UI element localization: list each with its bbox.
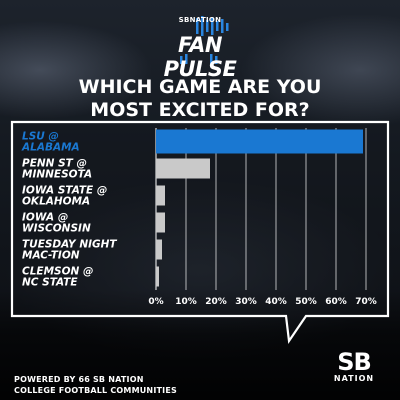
category-label: MINNESOTA (22, 169, 92, 181)
sb-logo-nation: NATION (333, 374, 375, 383)
category-label: ALABAMA (21, 142, 80, 154)
category-label: NC STATE (22, 277, 78, 289)
bar (156, 212, 165, 233)
category-label: LSU @ (22, 131, 59, 143)
x-tick-label: 50% (295, 297, 317, 307)
category-label: IOWA @ (22, 212, 68, 224)
x-tick-label: 60% (325, 297, 347, 307)
bar (156, 266, 159, 287)
x-tick-label: 70% (355, 297, 377, 307)
x-tick-label: 40% (265, 297, 287, 307)
question-line-2: MOST EXCITED FOR? (90, 99, 310, 121)
footer-credit: POWERED BY 66 SB NATION COLLEGE FOOTBALL… (14, 374, 177, 396)
category-label: TUESDAY NIGHT (22, 239, 117, 251)
category-label: WISCONSIN (22, 223, 91, 235)
bar (156, 158, 210, 179)
category-label: CLEMSON @ (22, 266, 93, 278)
x-tick-label: 30% (235, 297, 257, 307)
category-label: IOWA STATE @ (22, 185, 107, 197)
question-line-1: WHICH GAME ARE YOU (78, 76, 322, 98)
x-tick-label: 10% (175, 297, 197, 307)
category-label: MAC-TION (22, 250, 80, 262)
x-tick-label: 20% (205, 297, 227, 307)
category-label: OKLAHOMA (22, 196, 90, 208)
pulse-wave-icon (180, 16, 229, 64)
sbnation-wordmark: SBNATION (178, 16, 222, 24)
speech-bubble-frame (10, 120, 390, 345)
bar (156, 239, 162, 260)
bar (156, 185, 165, 206)
sb-nation-logo: SB NATION (328, 350, 380, 384)
fan-pulse-title: FAN PULSE (163, 33, 237, 81)
footer-line-2: COLLEGE FOOTBALL COMMUNITIES (14, 386, 177, 395)
bar (156, 129, 363, 154)
poll-question: WHICH GAME ARE YOU MOST EXCITED FOR? (0, 76, 400, 122)
sb-logo-letters: SB (337, 348, 372, 376)
crowd-silhouette (0, 290, 400, 400)
fan-pulse-logo: SBNATION FAN PULSE (150, 8, 250, 81)
footer-line-1: POWERED BY 66 SB NATION (14, 375, 144, 384)
x-tick-label: 0% (148, 297, 163, 307)
category-label: PENN ST @ (22, 158, 87, 170)
